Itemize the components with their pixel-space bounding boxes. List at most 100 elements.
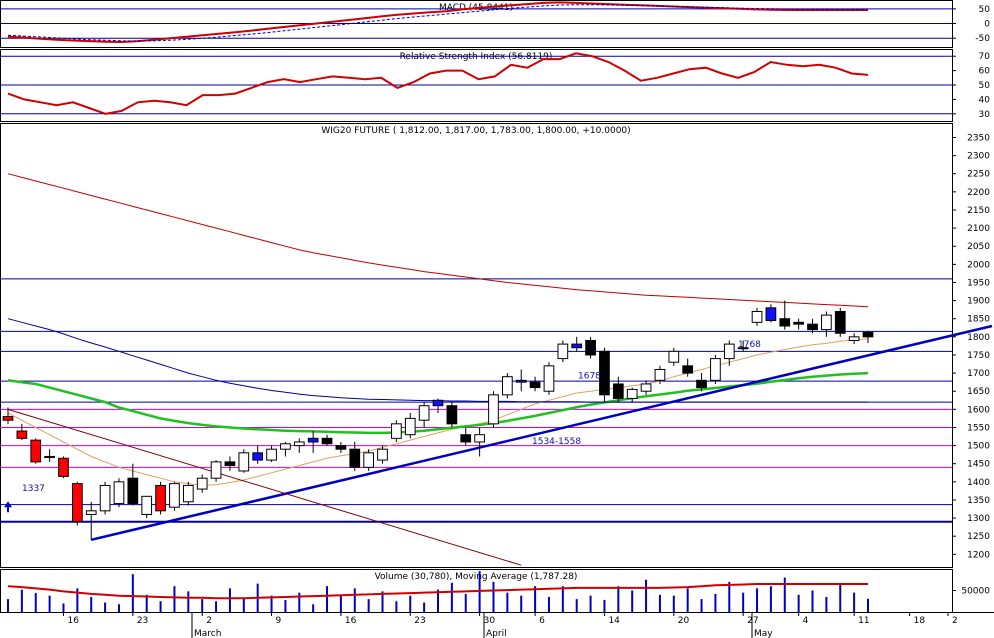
candle	[391, 420, 402, 442]
annotation-label: 1337	[22, 484, 45, 494]
candle	[640, 380, 652, 395]
candle-body	[529, 381, 541, 389]
downtrend-line	[7, 408, 522, 566]
tick-label: 1400	[967, 478, 990, 488]
candle-body	[113, 481, 125, 505]
price-title: WIG20 FUTURE ( 1,812.00, 1,817.00, 1,783…	[321, 126, 630, 136]
candle	[30, 438, 42, 464]
candle	[266, 445, 277, 462]
candle-body	[737, 347, 749, 350]
candle-body	[58, 457, 69, 477]
x-day-label: 20	[678, 616, 690, 626]
candle-body	[155, 484, 166, 512]
candle	[696, 373, 707, 392]
candle-body	[682, 365, 694, 374]
volume-ticks: 50000	[952, 587, 990, 597]
macd-panel: MACD (45.8441) 500-50	[0, 1, 991, 44]
tick-label: 2050	[967, 242, 990, 252]
tick-label: 1250	[967, 532, 990, 542]
tick-label: 1600	[967, 405, 990, 415]
candle-body	[418, 405, 430, 421]
candle	[280, 441, 291, 457]
candle	[252, 445, 264, 464]
candle	[321, 434, 333, 446]
x-day-label: 30	[484, 616, 496, 626]
rsi-panel: Relative Strength Index (56.8119) 70 60 50…	[0, 52, 990, 120]
candle-body	[2, 416, 14, 421]
up-arrow-shape	[4, 501, 12, 513]
candle-body	[238, 452, 250, 472]
tick-label: 1550	[967, 423, 990, 433]
candle-body	[793, 321, 805, 325]
x-month-label: April	[486, 629, 507, 638]
candle-body	[848, 336, 860, 341]
x-day-label: 9	[276, 616, 282, 626]
candle	[834, 307, 846, 337]
tick-label: 50	[979, 5, 991, 15]
candle-body	[557, 343, 569, 360]
candle-body	[391, 423, 402, 439]
candle-body	[446, 405, 458, 425]
candle-body	[515, 379, 527, 383]
x-month-label: May	[754, 629, 773, 638]
tick-label: 40	[979, 95, 991, 105]
candle	[155, 481, 166, 515]
moving-average-line	[7, 173, 869, 308]
tick-label: 1700	[967, 369, 990, 379]
tick-label: 1450	[967, 460, 990, 470]
price-annotations: 1337 1678 1768 1534-1558	[4, 340, 761, 513]
candle	[474, 427, 485, 457]
x-day-label: 4	[803, 616, 809, 626]
moving-average-line	[7, 371, 869, 435]
candle	[404, 412, 416, 439]
candle	[307, 431, 319, 453]
candle-body	[30, 439, 42, 463]
candle	[418, 402, 430, 428]
candle-body	[723, 343, 735, 360]
candle-body	[710, 358, 721, 381]
candle	[2, 407, 14, 424]
candle	[113, 478, 125, 508]
candle-body	[543, 365, 555, 392]
tick-label: 0	[984, 20, 990, 30]
candle-body	[821, 314, 832, 331]
candle-body	[182, 484, 194, 503]
candle-body	[862, 331, 874, 338]
price-trendlines	[7, 324, 993, 566]
candle-body	[349, 448, 361, 468]
candle-body	[196, 477, 208, 490]
candle	[238, 449, 250, 473]
candle-body	[293, 441, 305, 447]
candle-body	[210, 461, 222, 479]
tick-label: 2300	[967, 152, 990, 162]
candle-body	[432, 399, 444, 407]
candle	[432, 398, 444, 413]
tick-label: 1650	[967, 387, 990, 397]
candle	[571, 336, 583, 352]
price-ticks: 2350 2300 2250 2200 2150 2100 2050 2000 1950 1900…	[952, 133, 990, 560]
x-day-label: 16	[67, 616, 79, 626]
candle-body	[16, 430, 28, 439]
tick-label: 60	[979, 67, 991, 77]
candle-body	[807, 323, 818, 331]
candle	[543, 362, 555, 395]
candle-body	[141, 495, 153, 515]
tick-label: 30	[979, 110, 991, 120]
tick-label: 1350	[967, 496, 990, 506]
x-day-label: 11	[858, 616, 869, 626]
candle	[723, 340, 735, 366]
candle	[529, 376, 541, 392]
candle-body	[377, 448, 388, 461]
candle-body	[44, 455, 55, 458]
candle	[16, 423, 28, 441]
volume-panel: Volume (30,780), Moving Average (1,787.2…	[7, 571, 990, 612]
up-arrow-icon	[4, 501, 12, 513]
candle	[349, 441, 361, 471]
candle	[612, 376, 624, 403]
candle	[169, 481, 180, 511]
candle	[488, 391, 499, 428]
candle-body	[460, 434, 472, 443]
candle-body	[252, 452, 264, 461]
price-frame	[0, 123, 953, 568]
